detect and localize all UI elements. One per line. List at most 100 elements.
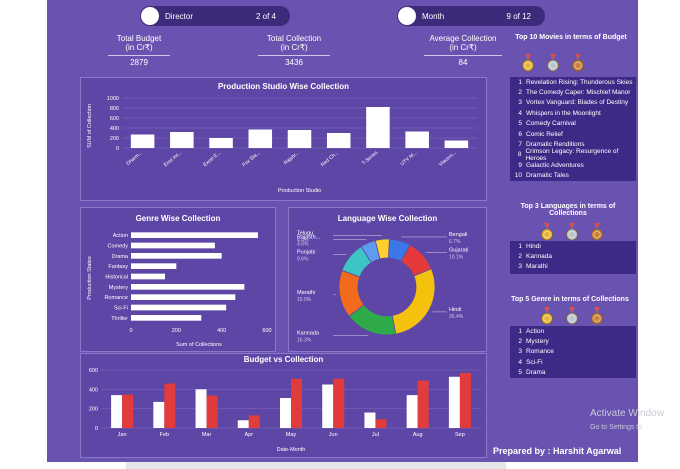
bar (405, 131, 429, 148)
slice-label: Telugu (297, 230, 313, 236)
collection-bar (333, 378, 345, 428)
bar (131, 232, 258, 239)
list-item: 10 Dramatic Tales (510, 171, 636, 181)
bronze-medal-icon (589, 223, 605, 241)
list-item: 9 Galactic Adventures (510, 160, 636, 170)
kpi-unit: (in Cr₹) (280, 43, 308, 52)
list-item: 2 Mystery (510, 336, 636, 346)
month-slicer[interactable]: Month 9 of 12 (397, 6, 545, 26)
top-genres-list: 1 Action 2 Mystery 3 Romance 4 Sci-Fi 5 Drama (510, 326, 636, 378)
gold-medal-icon (539, 307, 555, 325)
bar (131, 304, 227, 311)
x-tick-label: Viacom... (438, 150, 458, 168)
rank-number: 2 (518, 338, 522, 346)
x-axis-label: Date-Month (277, 447, 306, 453)
y-tick-label: 200 (110, 136, 119, 142)
y-tick-label: Fantasy (108, 264, 128, 270)
x-tick-label: Feb (160, 432, 169, 438)
slice-percent: 4.8% (297, 241, 309, 247)
y-tick-label: 400 (89, 387, 98, 393)
rank-number: 6 (518, 130, 522, 138)
y-tick-label: Romance (104, 295, 128, 301)
collection-bar (417, 380, 429, 428)
bottom-scroll-strip (126, 462, 506, 469)
budget-bar (280, 398, 291, 428)
y-tick-label: Historical (105, 275, 128, 281)
rank-number: 3 (518, 99, 522, 107)
list-item: 5 Drama (510, 368, 636, 378)
slice-percent: 4.4% (297, 237, 309, 243)
slice-percent: 10.1% (449, 254, 464, 260)
bronze-medal-icon (589, 307, 605, 325)
donut-slice (374, 238, 390, 260)
list-item: 8 Crimson Legacy: Resurgence of Heroes (510, 148, 636, 162)
x-tick-label: 400 (217, 328, 226, 334)
gold-medal-icon (539, 223, 555, 241)
collection-bar (375, 419, 387, 428)
rank-number: 1 (518, 78, 522, 86)
bronze-medal-icon (570, 54, 586, 72)
list-item: 1 Action (510, 326, 636, 336)
budget-bar (111, 395, 123, 428)
budget-chart-svg: 0 200 400 600 Jan Feb Mar Apr May Jun Jul Aug Sep Dat… (89, 368, 481, 453)
x-tick-label: Apr (244, 432, 253, 438)
kpi-value: 84 (424, 55, 502, 67)
y-tick-label: 0 (116, 146, 119, 152)
list-item-label: The Comedy Caper: Mischief Manor (526, 89, 631, 97)
silver-medal-icon (564, 307, 580, 325)
slice-percent: 9.6% (297, 256, 309, 262)
bar (131, 283, 245, 290)
x-tick-label: Jan (118, 432, 127, 438)
list-item-label: Whispers in the Moonlight (526, 109, 601, 117)
bar (366, 107, 390, 148)
list-item-label: Revelation Rising: Thunderous Skies (526, 78, 633, 86)
budget-bar (322, 384, 334, 428)
y-tick-label: Drama (111, 254, 128, 260)
kpi-title: Total Budget (116, 34, 162, 43)
list-item-label: Action (526, 327, 545, 335)
slice-percent: 16.3% (297, 338, 312, 344)
rank-number: 7 (518, 141, 522, 149)
list-item-label: Kannada (526, 253, 553, 261)
x-tick-label: Fox Sta... (241, 150, 261, 168)
collection-bar (122, 394, 134, 428)
activate-watermark: Activate Window (590, 408, 664, 419)
list-item-label: Galactic Adventures (526, 161, 584, 169)
rank-number: 10 (514, 172, 522, 180)
silver-medal-icon (564, 223, 580, 241)
list-item: 2 The Comedy Caper: Mischief Manor (510, 87, 636, 97)
slice-label: Marathi (297, 290, 315, 296)
director-slicer-knob[interactable] (141, 7, 159, 25)
month-slicer-knob[interactable] (398, 7, 416, 25)
budget-chart-panel: Budget vs Collection 0 200 400 600 Jan Feb Mar… (80, 353, 487, 458)
list-item: 3 Marathi (510, 262, 636, 272)
slice-label: Bengali (449, 232, 467, 238)
director-slicer[interactable]: Director 2 of 4 (140, 6, 290, 26)
x-axis-label: Production Studio (278, 188, 321, 194)
budget-chart-title: Budget vs Collection (243, 355, 324, 364)
rank-number: 5 (518, 369, 522, 377)
silver-medal-icon (545, 54, 561, 72)
rank-number: 9 (518, 161, 522, 169)
kpi-title: Average Collection (429, 34, 497, 43)
list-item-label: Marathi (526, 263, 548, 271)
y-tick-label: Sci-Fi (114, 306, 128, 312)
bar (209, 138, 233, 148)
studio-chart-svg: 0 200 400 600 800 1000 Dharm... Eros Int... Exce… (87, 96, 476, 194)
budget-bar (448, 376, 460, 428)
list-item: 3 Vortex Vanguard: Blades of Destiny (510, 98, 636, 108)
bar (444, 140, 469, 148)
donut-slice (391, 268, 436, 335)
collection-bar (459, 372, 471, 428)
list-item-label: Comic Relief (526, 130, 563, 138)
y-tick-label: Mystery (109, 285, 129, 291)
x-tick-label: 0 (129, 328, 132, 334)
x-tick-label: Rajshr... (283, 150, 301, 166)
gold-medal-icon (520, 54, 536, 72)
list-item: 2 Kannada (510, 251, 636, 261)
list-item: 7 Dramatic Renditions (510, 139, 636, 149)
budget-bar (237, 420, 249, 428)
top-languages-title: Top 3 Languages in terms of Collections (520, 203, 616, 217)
list-item: 4 Whispers in the Moonlight (510, 108, 636, 118)
